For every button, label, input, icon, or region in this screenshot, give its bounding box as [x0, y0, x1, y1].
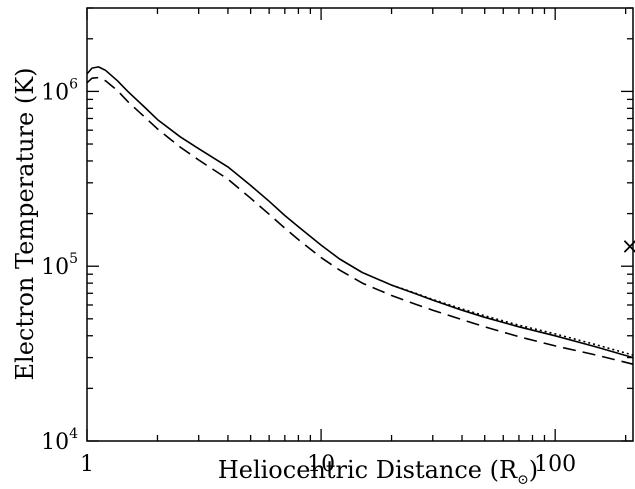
x-tick-labels: 1 10 100	[80, 452, 576, 477]
series-dotted-line	[391, 284, 634, 356]
y-tick-exponent: 5	[69, 251, 78, 267]
y-tick-label: 106	[41, 76, 78, 105]
series-solid-line	[86, 66, 634, 359]
series-layer	[86, 66, 634, 365]
tick-marks	[86, 7, 633, 442]
y-tick-label: 105	[41, 251, 78, 280]
y-tick-label: 104	[41, 426, 78, 455]
y-tick-base: 10	[41, 80, 69, 105]
plot-frame	[86, 7, 634, 442]
x-axis-title-close: )	[529, 456, 538, 484]
y-axis-title: Electron Temperature (K)	[11, 67, 39, 380]
y-tick-exponent: 4	[69, 426, 78, 442]
y-tick-base: 10	[41, 430, 69, 455]
x-tick-label: 100	[534, 452, 576, 477]
x-tick-label: 10	[307, 452, 335, 477]
sun-symbol: ⊙	[517, 472, 529, 488]
x-tick-label: 1	[80, 452, 94, 477]
y-tick-base: 10	[41, 255, 69, 280]
series-dashed-line	[86, 76, 634, 365]
y-tick-exponent: 6	[69, 76, 78, 92]
x-axis-title-text: Heliocentric Distance (R	[218, 456, 518, 484]
x-axis-title: Heliocentric Distance (R⊙)	[218, 456, 538, 488]
marker-x: ×	[621, 234, 635, 259]
